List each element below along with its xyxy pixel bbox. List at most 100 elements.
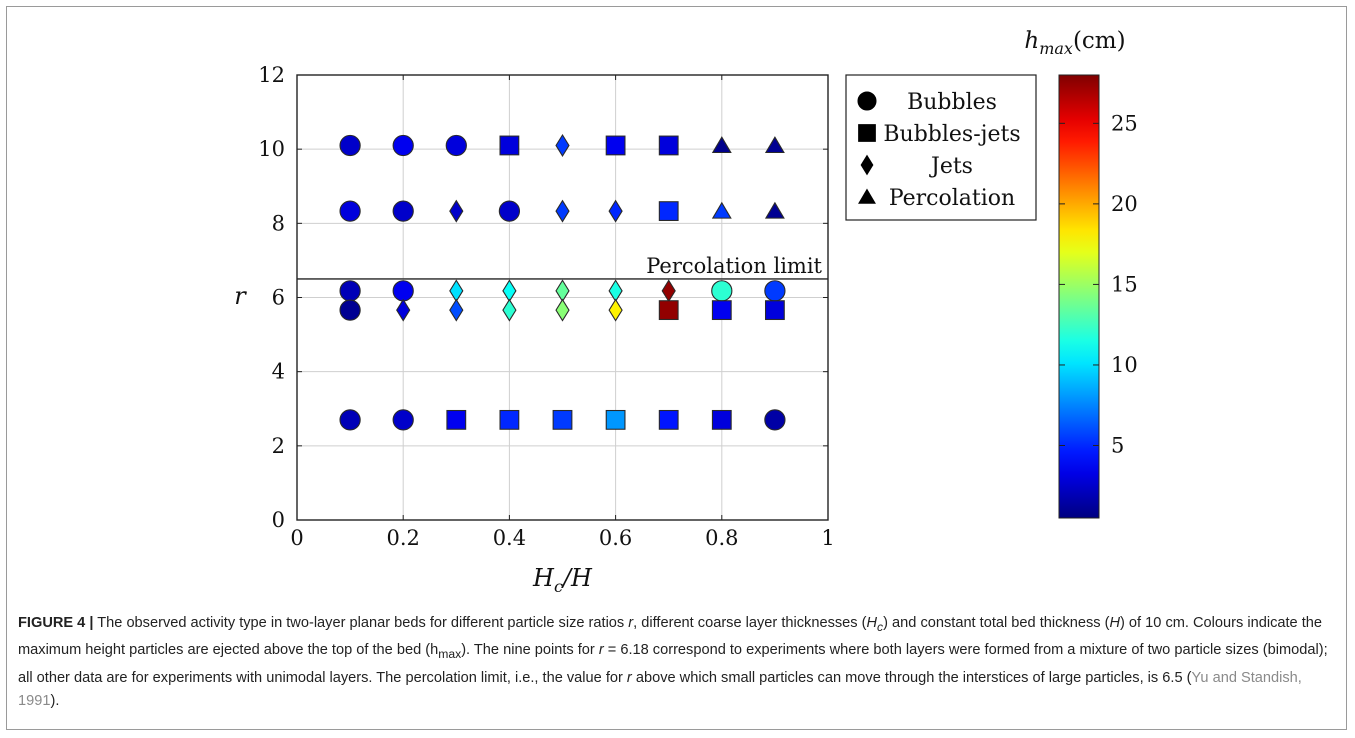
- legend-marker-triangle: [858, 188, 876, 204]
- data-point-circle: [392, 134, 414, 157]
- data-point-diamond: [555, 199, 570, 223]
- data-point-diamond: [449, 298, 464, 322]
- data-point-circle: [498, 200, 521, 222]
- legend-marker-circle: [857, 91, 877, 111]
- data-point-circle: [392, 409, 414, 431]
- legend: Bubbles Bubbles-jets Jets Percolation: [845, 74, 1037, 221]
- data-point-diamond: [608, 298, 623, 322]
- data-point-diamond: [449, 199, 464, 223]
- data-point-square: [658, 135, 679, 156]
- colorbar-tick-label: 5: [1111, 434, 1124, 458]
- caption-text: ) of 10 cm. Colours indicate the maximum…: [18, 615, 1322, 659]
- data-point-square: [499, 409, 520, 430]
- caption-text: = 6.18 correspond to experiments where b…: [18, 642, 1328, 686]
- y-tick-label: 4: [272, 360, 285, 384]
- data-point-circle: [339, 409, 361, 431]
- data-point-circle: [711, 280, 733, 302]
- data-point-circle: [392, 200, 414, 222]
- data-point-square: [605, 135, 626, 156]
- data-points: [339, 133, 786, 431]
- legend-label-bubbles-jets: Bubbles-jets: [883, 122, 1020, 147]
- data-point-square: [711, 300, 732, 321]
- data-point-circle: [339, 134, 361, 157]
- caption-var: r: [598, 642, 604, 659]
- data-point-triangle: [711, 136, 732, 154]
- data-point-square: [499, 135, 520, 156]
- caption-text: ). The nine points for: [461, 642, 599, 659]
- legend-box: [845, 74, 1037, 221]
- caption-text: , different coarse layer thicknesses (: [633, 615, 867, 631]
- data-point-diamond: [608, 279, 623, 303]
- colorbar-tick-label: 10: [1111, 353, 1138, 377]
- data-point-square: [711, 409, 732, 430]
- data-point-circle: [339, 280, 361, 302]
- data-point-triangle: [764, 201, 785, 219]
- data-point-triangle: [711, 201, 732, 219]
- data-point-diamond: [502, 298, 517, 322]
- caption-var: H: [1109, 615, 1121, 631]
- legend-label-jets: Jets: [929, 154, 973, 179]
- colorbar-tick-label: 25: [1111, 111, 1138, 135]
- data-point-diamond: [396, 298, 411, 322]
- data-point-square: [605, 409, 626, 430]
- figure-chart: Percolation limit 0 0.2 0.4 0.6 0.8 102468101…: [234, 28, 1138, 596]
- data-point-square: [552, 409, 573, 430]
- x-axis-label: Hc/H: [532, 564, 593, 596]
- data-point-square: [658, 409, 679, 430]
- data-point-circle: [445, 134, 467, 157]
- caption-text: above which small particles can move thr…: [631, 669, 1192, 686]
- x-tick-label: 1: [821, 526, 834, 550]
- legend-label-percolation: Percolation: [889, 186, 1015, 211]
- data-point-diamond: [555, 298, 570, 322]
- data-point-diamond: [661, 279, 676, 303]
- y-axis-label: r: [234, 282, 247, 310]
- data-point-circle: [764, 280, 786, 302]
- caption-subscript: c: [877, 619, 884, 634]
- legend-label-bubbles: Bubbles: [907, 90, 997, 115]
- figure-caption: FIGURE 4 | The observed activity type in…: [18, 612, 1338, 714]
- y-tick-label: 10: [258, 137, 285, 161]
- data-point-circle: [392, 280, 414, 302]
- x-tick-label: 0.8: [705, 526, 738, 550]
- legend-marker-square: [858, 124, 876, 142]
- data-point-triangle: [764, 136, 785, 154]
- caption-citation-link[interactable]: Yu and Standish, 1991: [18, 669, 1302, 710]
- caption-label: FIGURE 4 |: [18, 615, 94, 631]
- caption-text: The observed activity type in two-layer …: [93, 615, 629, 631]
- y-tick-label: 0: [272, 508, 285, 532]
- legend-marker-diamond: [860, 154, 874, 176]
- y-tick-label: 2: [272, 434, 285, 458]
- colorbar-gradient: [1058, 74, 1100, 519]
- data-point-diamond: [502, 279, 517, 303]
- y-tick-label: 8: [272, 211, 285, 235]
- caption-text: ).: [50, 693, 60, 710]
- data-point-square: [446, 409, 467, 430]
- caption-subscript: max: [438, 647, 462, 662]
- colorbar-tick-label: 15: [1111, 272, 1138, 296]
- percolation-limit-label: Percolation limit: [646, 254, 822, 278]
- data-point-square: [658, 300, 679, 321]
- data-point-diamond: [555, 133, 570, 157]
- caption-var: H: [866, 615, 878, 631]
- colorbar-label: hmax(cm): [1024, 28, 1125, 58]
- data-point-square: [658, 201, 679, 222]
- data-point-diamond: [608, 199, 623, 223]
- data-point-circle: [339, 200, 361, 222]
- data-point-diamond: [449, 279, 464, 303]
- caption-text: ) and constant total bed thickness (: [883, 615, 1110, 631]
- y-tick-label: 12: [258, 63, 285, 87]
- x-tick-label: 0.4: [493, 526, 526, 550]
- colorbar-tick-label: 20: [1111, 192, 1138, 216]
- colorbar: hmax(cm) 5 10 15 20 25: [1024, 28, 1138, 519]
- y-tick-label: 6: [272, 286, 285, 310]
- data-point-square: [764, 300, 785, 321]
- x-tick-label: 0.2: [386, 526, 419, 550]
- x-tick-label: 0.6: [599, 526, 632, 550]
- caption-var: r: [626, 669, 632, 686]
- data-point-circle: [764, 409, 786, 431]
- figure-frame: [6, 6, 1347, 730]
- caption-var: r: [628, 615, 634, 631]
- data-point-diamond: [555, 279, 570, 303]
- x-tick-label: 0: [290, 526, 303, 550]
